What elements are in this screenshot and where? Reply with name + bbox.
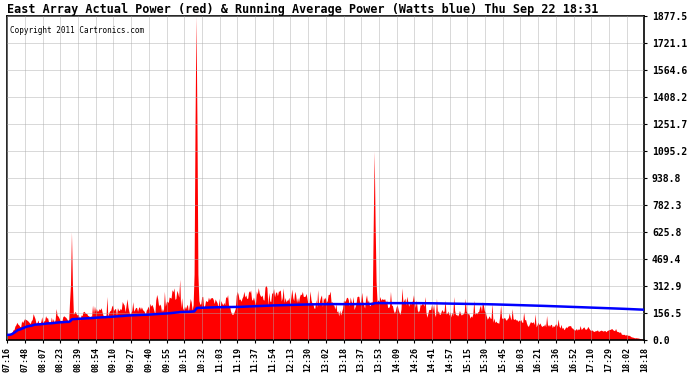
Text: East Array Actual Power (red) & Running Average Power (Watts blue) Thu Sep 22 18: East Array Actual Power (red) & Running … bbox=[8, 3, 599, 16]
Text: Copyright 2011 Cartronics.com: Copyright 2011 Cartronics.com bbox=[10, 26, 145, 34]
